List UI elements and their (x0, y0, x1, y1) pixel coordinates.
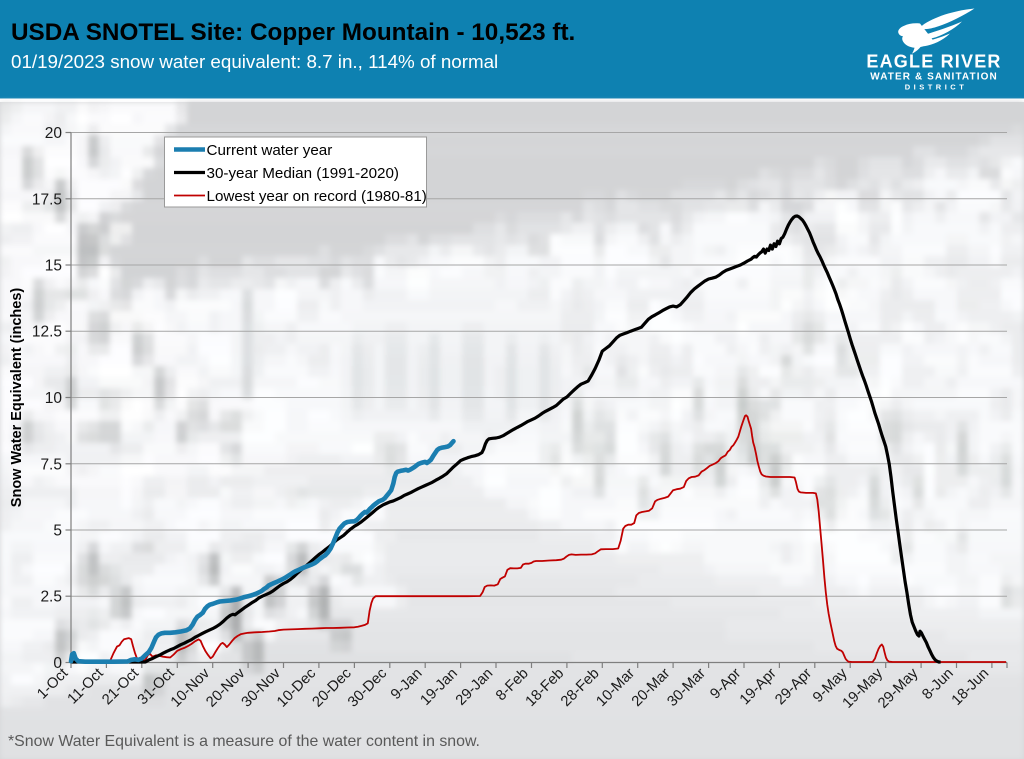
svg-text:01/19/2023 snow water equivale: 01/19/2023 snow water equivalent: 8.7 in… (11, 51, 498, 72)
svg-text:2.5: 2.5 (40, 589, 62, 606)
svg-text:USDA SNOTEL Site: Copper Mount: USDA SNOTEL Site: Copper Mountain - 10,5… (11, 19, 575, 46)
svg-text:17.5: 17.5 (32, 191, 62, 208)
svg-text:5: 5 (53, 523, 62, 540)
svg-text:10: 10 (45, 390, 63, 407)
svg-text:Snow Water Equivalent (inches): Snow Water Equivalent (inches) (9, 288, 25, 508)
svg-text:7.5: 7.5 (40, 456, 62, 473)
svg-text:DISTRICT: DISTRICT (905, 83, 968, 92)
svg-text:20: 20 (45, 125, 63, 142)
svg-text:15: 15 (45, 258, 62, 275)
svg-text:12.5: 12.5 (32, 324, 62, 341)
svg-text:WATER & SANITATION: WATER & SANITATION (870, 72, 998, 83)
svg-text:30-year Median (1991-2020): 30-year Median (1991-2020) (207, 165, 400, 182)
svg-text:EAGLE RIVER: EAGLE RIVER (866, 52, 1001, 72)
svg-text:Lowest year on record (1980-81: Lowest year on record (1980-81) (207, 188, 427, 205)
svg-text:0: 0 (53, 655, 62, 672)
svg-text:*Snow Water Equivalent is a me: *Snow Water Equivalent is a measure of t… (8, 733, 480, 750)
svg-text:Current water year: Current water year (207, 142, 333, 159)
